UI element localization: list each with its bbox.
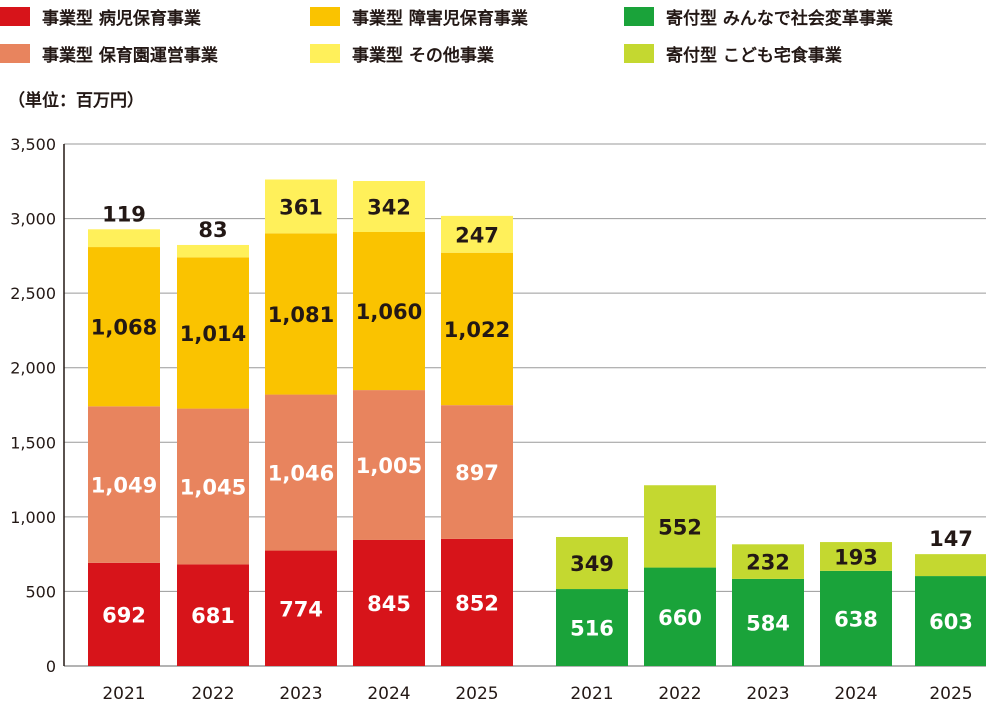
bar-segment	[265, 394, 337, 551]
legend-swatch	[0, 43, 30, 63]
legend-label: 事業型 その他事業	[352, 45, 494, 66]
bar-segment	[265, 233, 337, 395]
data-label: 247	[455, 223, 499, 247]
bar-segment	[353, 390, 425, 540]
bar-segment	[820, 570, 892, 666]
legend-swatch	[624, 6, 654, 26]
legend-item-child-food-delivery: 寄付型 こども宅食事業	[624, 41, 842, 66]
legend-swatch	[0, 6, 30, 26]
data-label: 1,045	[180, 476, 246, 500]
legend-label: 事業型 病児保育事業	[42, 8, 201, 29]
y-tick-label: 500	[25, 582, 56, 601]
data-label: 1,022	[444, 318, 510, 342]
data-label: 342	[367, 195, 411, 219]
bar-segment	[265, 179, 337, 234]
x-tick-label: 2025	[929, 684, 972, 701]
bar-segment	[88, 229, 160, 248]
data-label: 774	[279, 597, 323, 621]
x-tick-label: 2021	[102, 684, 145, 701]
data-label: 845	[367, 592, 411, 616]
data-label: 897	[455, 461, 499, 485]
legend-label: 寄付型 こども宅食事業	[666, 45, 842, 66]
data-label: 1,014	[180, 322, 246, 346]
data-label: 193	[834, 545, 878, 569]
y-tick-label: 3,000	[10, 210, 56, 229]
bar-segment	[556, 589, 628, 666]
x-tick-label: 2021	[570, 684, 613, 701]
bar-segment	[441, 252, 513, 406]
bar-segment	[732, 578, 804, 666]
bar-segment	[353, 231, 425, 391]
bar-segment	[915, 554, 986, 577]
data-label: 552	[658, 515, 702, 539]
bar-segment	[353, 539, 425, 666]
legend-label: 事業型 保育園運営事業	[42, 45, 218, 66]
legend-item-sick-child-care: 事業型 病児保育事業	[0, 4, 201, 29]
legend-item-other-business: 事業型 その他事業	[310, 41, 494, 66]
legend-item-social-change: 寄付型 みんなで社会変革事業	[624, 4, 893, 29]
data-label: 1,005	[356, 454, 422, 478]
legend-swatch	[310, 43, 340, 63]
legend: 事業型 病児保育事業 事業型 障害児保育事業 寄付型 みんなで社会変革事業 事業…	[0, 0, 986, 80]
bar-segment	[732, 544, 804, 579]
legend-swatch	[310, 6, 340, 26]
data-label: 660	[658, 606, 702, 630]
legend-item-nursery-operation: 事業型 保育園運営事業	[0, 41, 218, 66]
bar-segment	[177, 564, 249, 666]
data-label: 584	[746, 611, 790, 635]
y-tick-label: 1,500	[10, 433, 56, 452]
data-label: 147	[929, 527, 973, 551]
legend-label: 事業型 障害児保育事業	[352, 8, 528, 29]
bar-segment	[441, 405, 513, 539]
bar-segment	[265, 550, 337, 666]
unit-label: （単位：百万円）	[8, 91, 144, 111]
data-label: 681	[191, 604, 235, 628]
x-tick-label: 2023	[746, 684, 789, 701]
data-label: 349	[570, 552, 614, 576]
bar-segment	[441, 538, 513, 666]
bar-segment	[353, 180, 425, 232]
x-tick-label: 2022	[191, 684, 234, 701]
data-label: 1,046	[268, 462, 334, 486]
bar-segment	[177, 408, 249, 565]
data-label: 361	[279, 195, 323, 219]
bar-segment	[915, 576, 986, 666]
x-tick-label: 2024	[367, 684, 410, 701]
y-tick-label: 2,000	[10, 359, 56, 378]
bar-segment	[88, 406, 160, 563]
data-label: 83	[198, 218, 227, 242]
data-label: 692	[102, 603, 146, 627]
data-label: 603	[929, 610, 973, 634]
y-tick-label: 3,500	[10, 135, 56, 154]
bar-segment	[556, 536, 628, 590]
legend-item-disabled-child-care: 事業型 障害児保育事業	[310, 4, 528, 29]
y-tick-label: 1,000	[10, 508, 56, 527]
data-label: 1,081	[268, 303, 334, 327]
x-tick-label: 2024	[834, 684, 877, 701]
bar-segment	[177, 257, 249, 409]
bar-segment	[644, 567, 716, 666]
legend-swatch	[624, 43, 654, 63]
bar-segment	[177, 244, 249, 258]
bar-segment	[820, 542, 892, 571]
data-label: 1,049	[91, 474, 157, 498]
x-tick-label: 2023	[279, 684, 322, 701]
data-label: 119	[102, 202, 146, 226]
bar-segment	[441, 215, 513, 253]
bar-segment	[88, 247, 160, 407]
data-label: 1,060	[356, 300, 422, 324]
x-tick-label: 2022	[658, 684, 701, 701]
data-label: 638	[834, 607, 878, 631]
legend-label: 寄付型 みんなで社会変革事業	[666, 8, 893, 29]
x-tick-label: 2025	[455, 684, 498, 701]
data-label: 852	[455, 591, 499, 615]
data-label: 516	[570, 617, 614, 641]
bar-segment	[644, 485, 716, 568]
y-tick-label: 2,500	[10, 284, 56, 303]
data-label: 1,068	[91, 316, 157, 340]
data-label: 232	[746, 551, 790, 575]
bar-segment	[88, 562, 160, 666]
y-tick-label: 0	[46, 657, 56, 676]
